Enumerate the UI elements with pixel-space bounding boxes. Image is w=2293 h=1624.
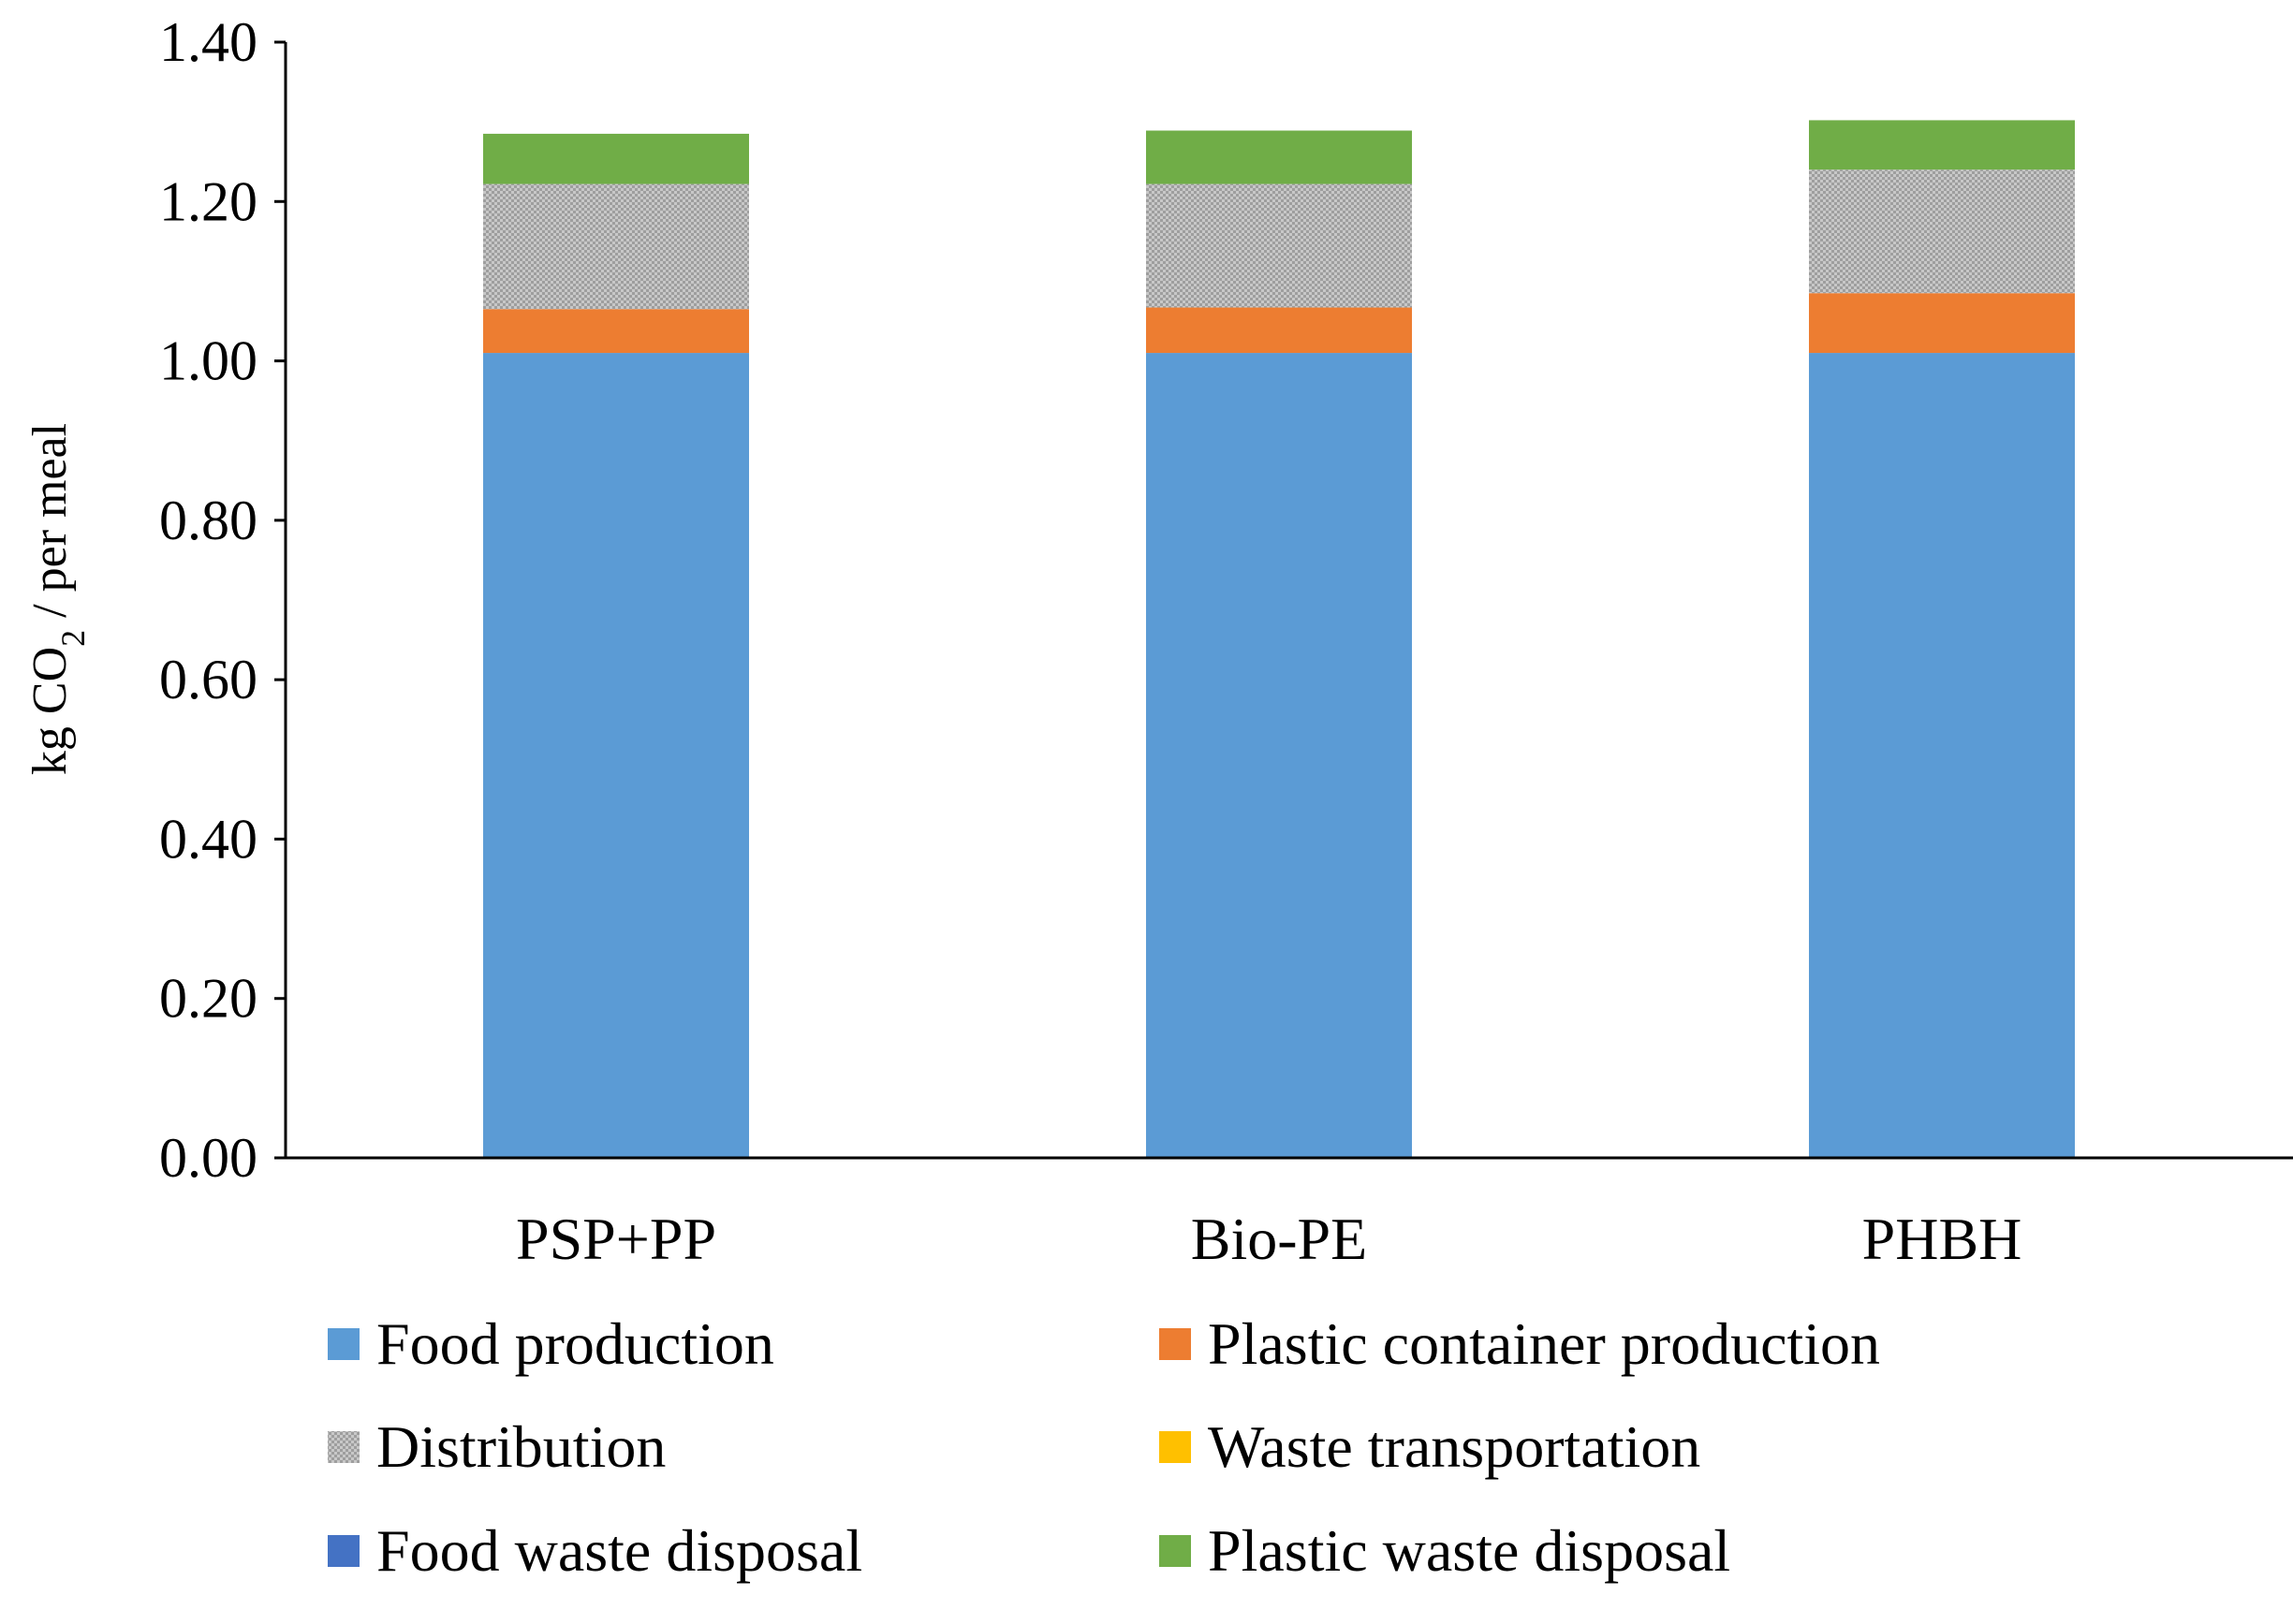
bar-phbh-distribution [1809, 169, 2075, 294]
legend-swatch-plastic-waste-disposal [1159, 1535, 1191, 1567]
legend-swatch-distribution [328, 1431, 360, 1463]
bars [483, 120, 2075, 1158]
legend-label-distribution: Distribution [376, 1413, 666, 1480]
bar-bio-pe-distribution [1146, 183, 1412, 308]
bar-psp-pp-plastic-container-production [483, 309, 749, 354]
legend-swatch-waste-transportation [1159, 1431, 1191, 1463]
legend-swatch-food-waste-disposal [328, 1535, 360, 1567]
bar-phbh-plastic-container-production [1809, 293, 2075, 354]
y-tick-label: 0.60 [159, 649, 257, 710]
legend-label-plastic-container-production: Plastic container production [1208, 1310, 1880, 1377]
bar-phbh-plastic-waste-disposal [1809, 120, 2075, 170]
y-tick-label: 0.00 [159, 1127, 257, 1189]
legend-swatch-plastic-container-production [1159, 1328, 1191, 1360]
bar-bio-pe-food-production [1146, 353, 1412, 1158]
legend-swatch-food-production [328, 1328, 360, 1360]
legend-label-plastic-waste-disposal: Plastic waste disposal [1208, 1517, 1730, 1584]
y-tick-label: 0.20 [159, 968, 257, 1030]
y-axis-ticks: 0.00 0.20 0.40 0.60 0.80 1.00 1.20 1.40 [159, 11, 286, 1189]
y-tick-label: 0.80 [159, 490, 257, 551]
bar-phbh-food-production [1809, 353, 2075, 1158]
bar-bio-pe-plastic-waste-disposal [1146, 130, 1412, 184]
legend-label-food-production: Food production [376, 1310, 774, 1377]
y-axis-label: kg CO2 / per meal [23, 423, 92, 775]
y-axis-label-prefix: kg CO [23, 647, 77, 775]
y-axis-label-suffix: / per meal [23, 423, 77, 630]
legend-label-food-waste-disposal: Food waste disposal [376, 1517, 862, 1584]
x-axis-categories: PSP+PP Bio-PE PHBH [516, 1206, 2021, 1272]
bar-bio-pe-plastic-container-production [1146, 307, 1412, 354]
bar-psp-pp-plastic-waste-disposal [483, 133, 749, 184]
y-axis-title: kg CO2 / per meal [23, 423, 92, 775]
y-tick-label: 0.40 [159, 808, 257, 870]
y-axis-label-subscript: 2 [54, 630, 92, 647]
x-category-label: PSP+PP [516, 1206, 716, 1272]
bar-psp-pp-distribution [483, 183, 749, 310]
y-tick-label: 1.40 [159, 11, 257, 73]
legend: Food production Plastic container product… [328, 1310, 1880, 1584]
axes [284, 42, 2293, 1160]
y-tick-label: 1.00 [159, 330, 257, 392]
bar-psp-pp-food-production [483, 353, 749, 1158]
x-category-label: Bio-PE [1191, 1206, 1367, 1272]
x-category-label: PHBH [1862, 1206, 2022, 1272]
legend-label-waste-transportation: Waste transportation [1208, 1413, 1700, 1480]
y-tick-label: 1.20 [159, 170, 257, 232]
